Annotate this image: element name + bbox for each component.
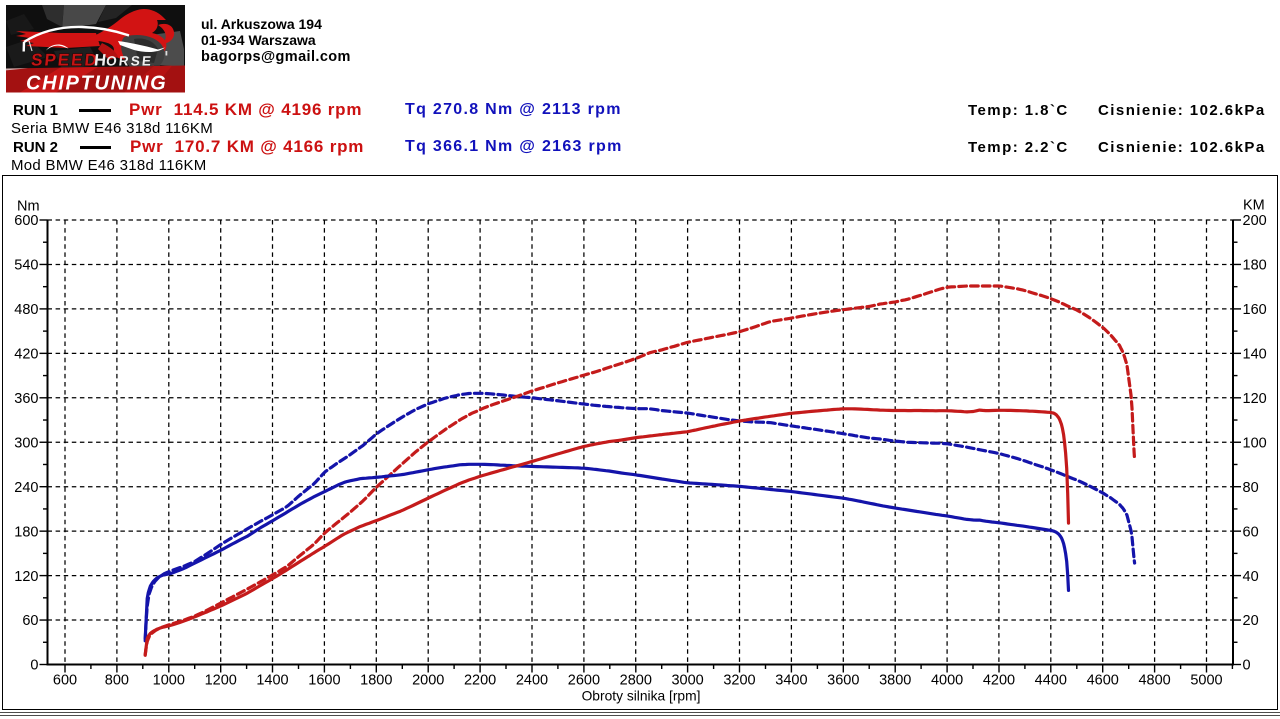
svg-text:100: 100 [1243,435,1267,451]
svg-text:4400: 4400 [1035,672,1067,688]
svg-text:240: 240 [14,480,38,496]
svg-text:3200: 3200 [723,672,755,688]
svg-text:1200: 1200 [205,672,237,688]
svg-text:420: 420 [14,347,38,363]
svg-text:CHIPTUNING: CHIPTUNING [26,73,167,93]
svg-text:60: 60 [1243,524,1259,540]
svg-text:4600: 4600 [1087,672,1119,688]
svg-text:1400: 1400 [256,672,288,688]
svg-text:4000: 4000 [931,672,963,688]
svg-text:0: 0 [30,658,38,674]
svg-text:600: 600 [14,213,38,229]
svg-text:60: 60 [22,613,38,629]
svg-text:180: 180 [1243,258,1267,274]
svg-text:2200: 2200 [464,672,496,688]
svg-text:4200: 4200 [983,672,1015,688]
svg-text:160: 160 [1243,302,1267,318]
svg-text:5000: 5000 [1190,672,1222,688]
svg-text:3400: 3400 [775,672,807,688]
svg-text:600: 600 [53,672,77,688]
svg-text:2400: 2400 [516,672,548,688]
svg-text:KM: KM [1243,198,1265,214]
svg-text:120: 120 [14,569,38,585]
svg-text:1600: 1600 [308,672,340,688]
svg-text:540: 540 [14,258,38,274]
svg-text:SPEED: SPEED [30,51,100,70]
svg-text:2800: 2800 [620,672,652,688]
svg-text:1000: 1000 [153,672,185,688]
svg-text:3800: 3800 [879,672,911,688]
svg-text:3000: 3000 [671,672,703,688]
svg-text:40: 40 [1243,569,1259,585]
svg-text:200: 200 [1243,213,1267,229]
svg-text:3600: 3600 [827,672,859,688]
svg-text:80: 80 [1243,480,1259,496]
svg-text:1800: 1800 [360,672,392,688]
svg-text:0: 0 [1243,658,1251,674]
svg-text:480: 480 [14,302,38,318]
svg-text:20: 20 [1243,613,1259,629]
svg-text:300: 300 [14,435,38,451]
svg-text:Nm: Nm [17,199,40,215]
svg-text:2600: 2600 [568,672,600,688]
svg-text:360: 360 [14,391,38,407]
svg-text:HORSE: HORSE [93,51,154,70]
svg-text:Obroty silnika [rpm]: Obroty silnika [rpm] [582,688,701,703]
svg-text:180: 180 [14,524,38,540]
svg-text:140: 140 [1243,347,1267,363]
svg-text:800: 800 [105,672,129,688]
svg-text:120: 120 [1243,391,1267,407]
svg-text:4800: 4800 [1138,672,1170,688]
svg-text:2000: 2000 [412,672,444,688]
